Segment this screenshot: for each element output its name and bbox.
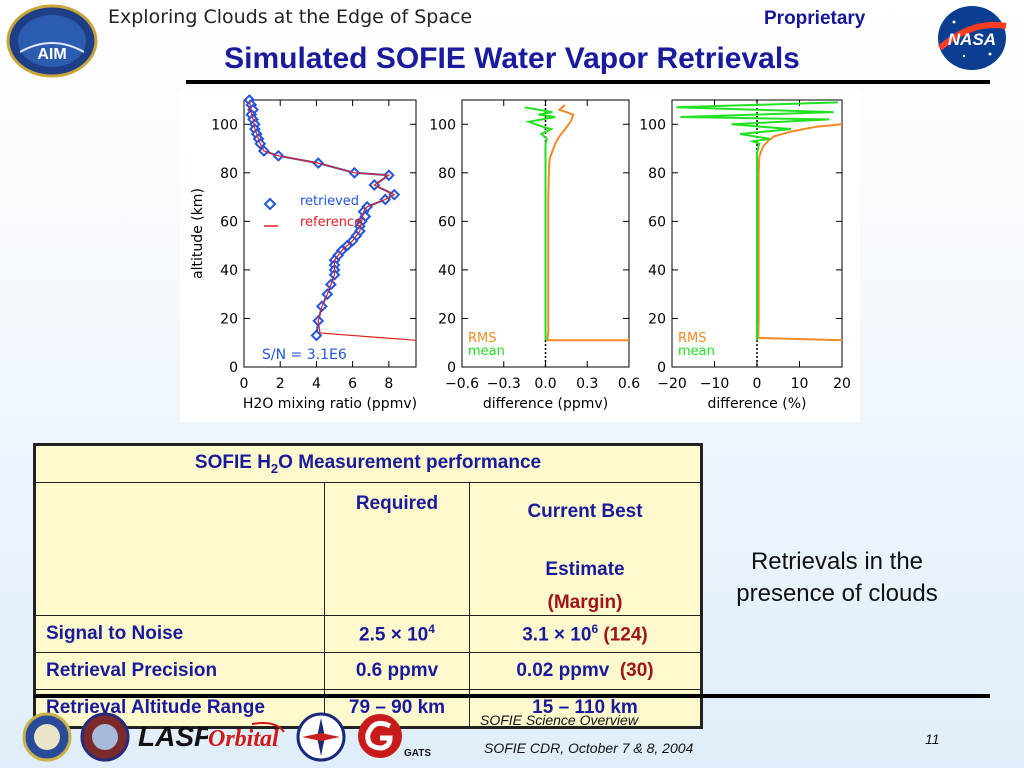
chart-area: 0 20 40 60 80 100 0 2 4 6 8 H2O mixing ratio (ppmv)… xyxy=(180,92,860,422)
x-tick-label: −0.6 xyxy=(445,376,479,392)
proprietary-label: Proprietary xyxy=(764,8,866,29)
y-tick-label: 40 xyxy=(220,263,238,279)
y-tick-label: 40 xyxy=(438,263,456,279)
side-note: Retrievals in the presence of clouds xyxy=(736,548,938,607)
legend-label-rms: RMS xyxy=(468,331,497,346)
y-tick-label: 0 xyxy=(447,360,456,376)
y-axis-label: altitude (km) xyxy=(190,188,206,279)
chart-annotation: S/N = 3.1E6 xyxy=(262,347,347,363)
data-point xyxy=(310,329,323,342)
legend-label-mean: mean xyxy=(678,344,715,359)
header-required: Required xyxy=(324,482,470,616)
y-tick-label: 20 xyxy=(220,311,238,327)
svg-text:NASA: NASA xyxy=(948,30,996,49)
seal-logo-3 xyxy=(296,712,346,767)
y-tick-label: 20 xyxy=(648,311,666,327)
y-tick-label: 60 xyxy=(648,214,666,230)
seal-logo-2 xyxy=(80,712,130,767)
bottom-divider xyxy=(34,694,990,698)
y-tick-label: 100 xyxy=(639,117,666,133)
best-value: 0.02 ppmv (30) xyxy=(469,652,702,690)
header-blank-cell xyxy=(34,482,325,616)
plot-frame xyxy=(243,99,417,368)
y-tick-label: 100 xyxy=(211,117,238,133)
x-tick-label: 4 xyxy=(312,376,321,392)
legend-label-rms: RMS xyxy=(678,331,707,346)
gats-logo: GATS xyxy=(356,712,436,767)
series-line-mean xyxy=(676,101,838,341)
x-tick-label: 2 xyxy=(276,376,285,392)
x-tick-label: −20 xyxy=(657,376,687,392)
required-value: 2.5 × 104 xyxy=(324,615,470,653)
row-label: Retrieval Precision xyxy=(34,652,325,690)
series-line-reference xyxy=(248,99,417,341)
x-tick-label: −0.3 xyxy=(487,376,521,392)
x-tick-label: 0.3 xyxy=(576,376,598,392)
x-tick-label: 0 xyxy=(240,376,249,392)
y-tick-label: 40 xyxy=(648,263,666,279)
x-tick-label: 0 xyxy=(753,376,762,392)
legend-label-mean: mean xyxy=(468,344,505,359)
y-tick-label: 60 xyxy=(220,214,238,230)
row-label: Signal to Noise xyxy=(34,615,325,653)
x-tick-label: 0.6 xyxy=(618,376,640,392)
nasa-logo: NASA xyxy=(934,4,1010,72)
x-tick-label: 6 xyxy=(348,376,357,392)
aim-logo: AIM xyxy=(6,4,98,78)
x-tick-label: 8 xyxy=(384,376,393,392)
x-tick-label: −10 xyxy=(700,376,730,392)
header-tagline: Exploring Clouds at the Edge of Space xyxy=(108,6,473,28)
orbital-logo: Orbital xyxy=(206,718,290,759)
lasp-logo: LASP xyxy=(136,718,213,757)
x-tick-label: 10 xyxy=(791,376,809,392)
svg-text:GATS: GATS xyxy=(404,748,431,759)
required-value: 79 – 90 km xyxy=(324,689,470,728)
header-best-estimate: Current Best Estimate (Margin) xyxy=(469,482,702,616)
required-value: 0.6 ppmv xyxy=(324,652,470,690)
series-line-RMS xyxy=(546,104,629,342)
y-tick-label: 20 xyxy=(438,311,456,327)
svg-text:Orbital: Orbital xyxy=(208,726,279,752)
y-tick-label: 100 xyxy=(429,117,456,133)
performance-table: SOFIE H2O Measurement performance Requir… xyxy=(33,443,703,729)
legend-label-retrieved: retrieved xyxy=(300,194,359,209)
top-divider xyxy=(186,80,990,84)
best-value: 3.1 × 106 (124) xyxy=(469,615,702,653)
y-tick-label: 80 xyxy=(648,166,666,182)
slide-title: Simulated SOFIE Water Vapor Retrievals xyxy=(224,42,800,75)
y-tick-label: 0 xyxy=(657,360,666,376)
table-row: Signal to Noise 2.5 × 104 3.1 × 106 (124… xyxy=(34,615,702,653)
series-line-RMS xyxy=(757,123,843,342)
legend-marker-retrieved xyxy=(263,197,277,211)
footer-presentation-title: SOFIE Science Overview xyxy=(480,712,638,728)
x-tick-label: 0.0 xyxy=(534,376,556,392)
svg-text:LASP: LASP xyxy=(138,721,208,752)
legend-label-reference: reference xyxy=(300,215,362,230)
x-axis-label: H2O mixing ratio (ppmv) xyxy=(243,396,417,412)
x-axis-label: difference (%) xyxy=(708,396,807,412)
seal-logo-1 xyxy=(22,712,72,767)
y-tick-label: 0 xyxy=(229,360,238,376)
y-tick-label: 80 xyxy=(220,166,238,182)
svg-text:AIM: AIM xyxy=(37,46,66,63)
series-line-mean xyxy=(524,106,556,341)
y-tick-label: 80 xyxy=(438,166,456,182)
slide-number: 11 xyxy=(925,731,940,747)
table-title: SOFIE H2O Measurement performance xyxy=(34,444,702,483)
x-tick-label: 20 xyxy=(833,376,851,392)
footer-event: SOFIE CDR, October 7 & 8, 2004 xyxy=(484,740,694,756)
y-tick-label: 60 xyxy=(438,214,456,230)
x-axis-label: difference (ppmv) xyxy=(483,396,608,412)
table-row: Retrieval Precision 0.6 ppmv 0.02 ppmv (… xyxy=(34,652,702,690)
